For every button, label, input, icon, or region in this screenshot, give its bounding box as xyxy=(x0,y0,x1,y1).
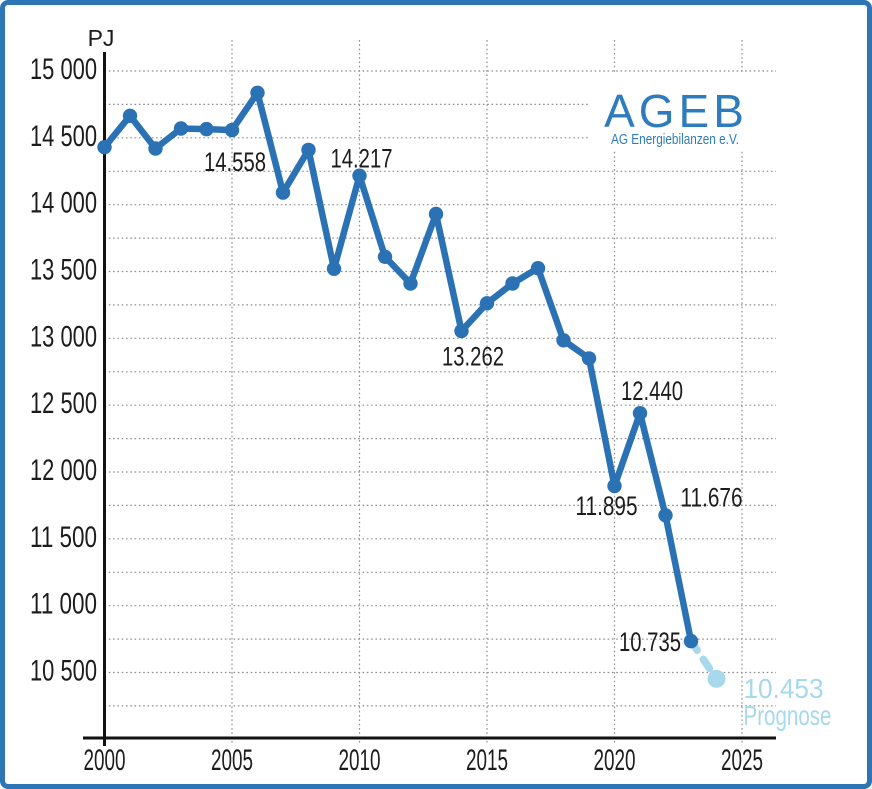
data-point xyxy=(403,276,418,291)
annotation-label: 10.453 xyxy=(744,673,824,704)
data-point xyxy=(250,85,265,101)
y-tick-label: 10 500 xyxy=(30,655,97,688)
annotation-label: 11.676 xyxy=(681,482,743,512)
annotation-label: 12.440 xyxy=(621,376,683,406)
data-point xyxy=(428,206,444,222)
y-tick-label: 13 000 xyxy=(30,320,97,353)
logo-bg xyxy=(590,74,778,150)
x-tick-label: 2025 xyxy=(721,744,763,777)
annotation-label: 14.558 xyxy=(204,147,266,177)
y-tick-label: 14 500 xyxy=(30,120,97,153)
data-point xyxy=(683,633,699,649)
data-point xyxy=(632,406,648,421)
y-tick-label: 14 000 xyxy=(30,187,97,220)
data-line xyxy=(101,89,695,645)
x-tick-label: 2015 xyxy=(466,744,508,777)
data-point xyxy=(530,261,546,276)
annotation-label: 13.262 xyxy=(442,341,504,371)
data-point xyxy=(556,333,571,348)
logo-subtitle: AG Energiebilanzen e.V. xyxy=(611,132,739,148)
data-point xyxy=(97,140,112,155)
annotation-label: 10.735 xyxy=(619,627,681,657)
data-point xyxy=(377,249,393,264)
y-tick-label: 15 000 xyxy=(30,53,97,86)
y-tick-label: 11 000 xyxy=(30,588,97,621)
annotation-label: 14.217 xyxy=(331,144,393,174)
y-tick-label: 13 500 xyxy=(30,254,97,287)
data-point xyxy=(581,351,597,366)
x-tick-label: 2000 xyxy=(84,744,126,777)
annotation-label: Prognose xyxy=(744,700,832,731)
unit-label: PJ xyxy=(88,25,115,51)
data-point xyxy=(454,323,469,339)
annotation-label: 11.895 xyxy=(576,491,638,521)
data-point xyxy=(658,508,673,523)
data-point xyxy=(148,141,163,156)
y-tick-label: 12 500 xyxy=(30,387,97,420)
data-point xyxy=(199,121,214,137)
y-tick-label: 12 000 xyxy=(30,454,97,487)
data-point xyxy=(275,185,291,200)
data-point xyxy=(326,261,342,276)
x-tick-label: 2010 xyxy=(339,744,381,777)
data-point xyxy=(173,121,189,136)
data-point xyxy=(352,168,367,183)
data-point xyxy=(224,122,240,138)
data-point xyxy=(122,108,138,124)
logo-title: AGEB xyxy=(604,85,748,137)
x-tick-label: 2020 xyxy=(594,744,636,777)
prognose-point xyxy=(707,669,726,688)
data-point xyxy=(505,276,520,291)
x-tick-label: 2005 xyxy=(211,744,253,777)
y-tick-label: 11 500 xyxy=(30,521,97,554)
prognose-segment xyxy=(687,637,721,683)
data-point xyxy=(479,296,495,311)
data-point xyxy=(301,142,316,158)
data-point xyxy=(607,478,622,494)
